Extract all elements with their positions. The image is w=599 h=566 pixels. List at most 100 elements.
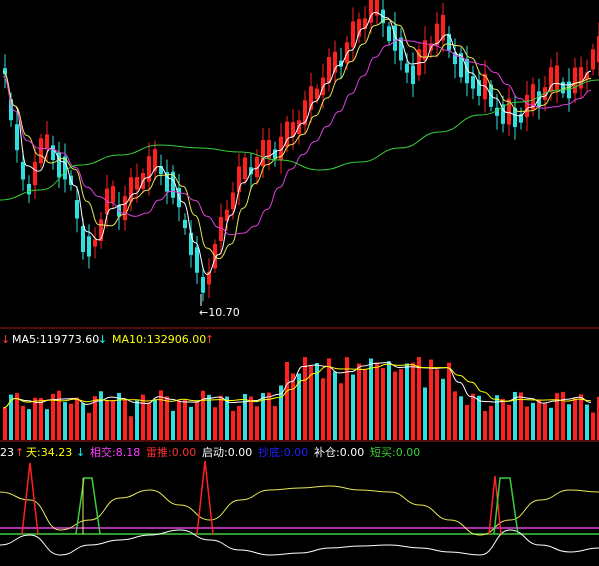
price-panel [0,0,599,306]
volume-bar [195,401,199,440]
ma-line-longest [0,79,599,201]
volume-bar [105,400,109,440]
candle-body [261,140,265,167]
indicator-label-chaodi: 抄底:0.00 [258,445,308,459]
volume-ma5-arrow: ↓ [98,333,107,346]
candle-body [423,40,427,61]
candle-body [327,56,331,83]
volume-bar [141,394,145,440]
candle-body [75,200,79,219]
volume-bar [219,395,223,440]
volume-bar [225,396,229,440]
candle-body [195,247,199,273]
candle-body [291,122,295,137]
candle-body [531,84,535,110]
volume-bar [39,398,43,440]
candle-body [9,99,13,121]
signal-spike-red [488,475,502,535]
volume-bar [597,396,599,440]
candle-body [129,177,133,202]
candle-body [579,67,583,89]
candle-body [201,277,205,293]
volume-bar [15,393,19,440]
candle-body [555,65,559,90]
candle-body [267,139,271,159]
candle-body [21,161,25,180]
candle-body [333,51,337,73]
candle-body [183,219,187,229]
candle-body [111,186,115,203]
candle-body [567,81,571,99]
volume-bar [51,393,55,440]
volume-bar [297,373,301,440]
volume-bar [345,357,349,440]
volume-bar [165,396,169,440]
candle-body [441,14,445,41]
volume-bar [555,393,559,440]
volume-bar [447,362,451,440]
volume-bar [363,368,367,440]
candle-body [549,67,553,92]
volume-bar [201,390,205,440]
candle-body [459,53,463,78]
candle-body [417,49,421,76]
indicator-label-value: 23 [0,446,14,459]
low-price-annotation: ←10.70 [199,306,240,319]
volume-bar [57,390,61,440]
candle-body [411,65,415,85]
candle-body [285,121,289,147]
volume-ma10-arrow: ↑ [205,333,214,346]
volume-bar [261,393,265,440]
volume-bar [585,404,589,440]
candle-body [507,98,511,125]
volume-bar [111,400,115,440]
volume-bar [291,373,295,440]
volume-bar [93,396,97,440]
candle-body [513,107,517,128]
volume-bar [267,392,271,440]
candle-body [27,183,31,195]
candle-body [63,156,67,180]
candle-body [225,209,229,222]
volume-bar [213,407,217,440]
volume-bar [69,403,73,440]
candle-body [231,192,235,210]
volume-bar [321,378,325,440]
volume-bar [435,369,439,440]
volume-bar [405,363,409,440]
indicator-arrow-up: ↑ [15,446,24,459]
candle-body [249,167,253,175]
candle-body [387,26,391,42]
volume-bar [429,359,433,440]
candle-body [15,124,19,151]
candle-body [159,165,163,175]
volume-panel [0,357,599,442]
volume-ma-line [2,362,592,409]
volume-bar [423,387,427,440]
volume-bar [315,363,319,440]
volume-bar [501,398,505,440]
candle-body [33,161,37,186]
signal-plateau-green [493,477,519,535]
candle-body [45,134,49,149]
volume-bar [489,405,493,440]
volume-bar [117,392,121,440]
volume-bar [231,410,235,440]
indicator-arrow-down: ↓ [76,446,85,459]
volume-bar [495,395,499,440]
volume-bar [99,391,103,440]
volume-bar [567,404,571,440]
volume-bar [45,409,49,440]
volume-bar [21,405,25,440]
volume-bar [63,402,67,440]
volume-bar [153,399,157,440]
indicator-label-qidong: 启动:0.00 [202,446,252,459]
volume-bar [573,398,577,440]
indicator-label-tian: 天:34.23 [26,446,72,459]
candle-body [321,77,325,96]
volume-bar [591,412,595,440]
candle-body [57,152,61,178]
candle-body [189,232,193,256]
volume-legend-arrow-1: ↓ [1,333,10,346]
